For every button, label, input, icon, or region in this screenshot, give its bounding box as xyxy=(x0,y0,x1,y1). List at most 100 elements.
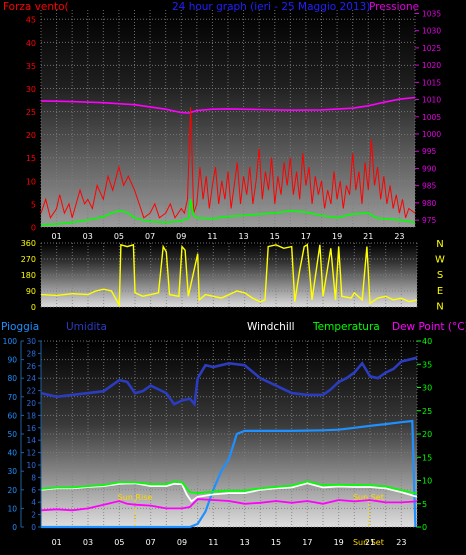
y-tick-label: 1015 xyxy=(422,78,441,87)
y-tick-label: 10 xyxy=(422,477,432,486)
x-tick-label: 11 xyxy=(208,538,218,547)
temperature-label: Temperatura xyxy=(312,321,380,333)
y-tick-label: 995 xyxy=(422,147,437,156)
y-tick-label: 30 xyxy=(422,384,432,393)
compass-label: N xyxy=(436,301,443,312)
series-humidity xyxy=(40,356,418,408)
left-ticks: 0 90 180 270 360 xyxy=(21,239,36,312)
dewpoint-label: Dew Point (°C) xyxy=(392,321,466,333)
y-tick-label: 10 xyxy=(7,504,17,513)
series-rain xyxy=(41,419,417,529)
series-gust xyxy=(40,199,416,226)
y-tick-label: 12 xyxy=(26,449,36,458)
y-tick-label: 18 xyxy=(26,411,36,420)
y-tick-label: 30 xyxy=(7,467,17,476)
compass-label: W xyxy=(435,255,445,266)
y-tick-label: 4 xyxy=(31,498,36,507)
y-tick-label: 70 xyxy=(7,393,17,402)
compass-label: N xyxy=(436,239,443,250)
x-tick-label: 03 xyxy=(83,538,93,547)
x-tick-label: 17 xyxy=(302,538,312,547)
x-tick-label: 09 xyxy=(176,232,186,241)
temperature-ticks: 0 5 10 15 20 25 30 35 40 xyxy=(417,337,432,532)
y-tick-label: 1005 xyxy=(422,113,441,122)
compass-label: S xyxy=(437,270,443,281)
left-ticks: 0 5 10 15 20 25 30 35 40 45 xyxy=(26,16,36,233)
y-tick-label: 5 xyxy=(422,500,427,509)
y-tick-label: 1000 xyxy=(422,130,441,139)
y-tick-label: 16 xyxy=(26,424,36,433)
humidity-ticks: 0 10 20 30 40 50 60 70 80 90 100 xyxy=(3,337,24,532)
y-tick-label: 975 xyxy=(422,216,437,225)
left-axis-title: Forza vento( xyxy=(3,1,69,13)
grid xyxy=(40,340,418,528)
y-tick-label: 22 xyxy=(26,387,36,396)
y-tick-label: 45 xyxy=(26,16,36,25)
y-tick-label: 985 xyxy=(422,182,437,191)
y-tick-label: 40 xyxy=(26,39,36,48)
y-tick-label: 40 xyxy=(7,449,17,458)
x-tick-label: 07 xyxy=(146,538,156,547)
windchill-label: Windchill xyxy=(247,321,295,333)
y-tick-label: 20 xyxy=(7,486,17,495)
x-tick-label: 15 xyxy=(270,232,280,241)
y-tick-label: 24 xyxy=(26,374,36,383)
y-tick-label: 28 xyxy=(26,349,36,358)
x-tick-label: 11 xyxy=(207,232,217,241)
y-tick-label: 15 xyxy=(26,154,36,163)
x-tick-label: 07 xyxy=(145,232,155,241)
y-tick-label: 15 xyxy=(422,453,432,462)
x-tick-label: 21 xyxy=(363,232,373,241)
y-tick-label: 10 xyxy=(26,177,36,186)
chart-title: 24 hour graph (ieri - 25 Maggio 2013) xyxy=(172,1,370,13)
x-tick-label: 01 xyxy=(52,538,62,547)
y-tick-label: 90 xyxy=(26,287,36,296)
right-axis-title: Pressione xyxy=(369,1,419,13)
compass-label: E xyxy=(437,286,443,297)
y-tick-label: 0 xyxy=(31,303,36,312)
x-tick-label: 13 xyxy=(238,232,248,241)
x-tick-label: 05 xyxy=(114,538,124,547)
y-tick-label: 25 xyxy=(422,407,432,416)
x-tick-label: 03 xyxy=(83,232,93,241)
y-tick-label: 90 xyxy=(7,356,17,365)
y-tick-label: 180 xyxy=(21,271,36,280)
y-tick-label: 20 xyxy=(422,430,432,439)
sunrise-label: Sun Rise xyxy=(118,493,153,502)
y-tick-label: 30 xyxy=(26,85,36,94)
humidity-label: Umidita xyxy=(66,321,107,333)
y-tick-label: 10 xyxy=(26,461,36,470)
y-tick-label: 1020 xyxy=(422,61,441,70)
x-tick-label: 05 xyxy=(114,232,124,241)
y-tick-label: 0 xyxy=(31,523,36,532)
y-tick-label: 0 xyxy=(12,523,17,532)
y-tick-label: 26 xyxy=(26,362,36,371)
series-wind xyxy=(40,106,416,220)
series-layer xyxy=(40,96,416,226)
y-tick-label: 6 xyxy=(31,486,36,495)
y-tick-label: 8 xyxy=(31,473,36,482)
x-tick-label: 13 xyxy=(240,538,250,547)
series-dewpoint xyxy=(40,498,418,512)
y-tick-label: 35 xyxy=(422,360,432,369)
y-tick-label: 80 xyxy=(7,374,17,383)
y-tick-label: 360 xyxy=(21,239,36,248)
y-tick-label: 2 xyxy=(31,511,36,520)
y-tick-label: 25 xyxy=(26,108,36,117)
y-tick-label: 0 xyxy=(422,523,427,532)
y-tick-label: 1035 xyxy=(422,9,441,18)
y-tick-label: 0 xyxy=(31,224,36,233)
x-tick-label: 09 xyxy=(177,538,187,547)
y-tick-label: 990 xyxy=(422,164,437,173)
right-ticks: 975 980 985 990 995 1000 1005 1010 1015 1020 1025 1… xyxy=(415,9,441,225)
y-tick-label: 1030 xyxy=(422,27,441,36)
y-tick-label: 980 xyxy=(422,199,437,208)
y-tick-label: 20 xyxy=(26,131,36,140)
rain-label: Pioggia xyxy=(1,321,39,333)
series-direction xyxy=(40,243,418,308)
x-ticks: 01 03 05 07 09 11 13 15 17 19 21 23 xyxy=(51,232,404,241)
